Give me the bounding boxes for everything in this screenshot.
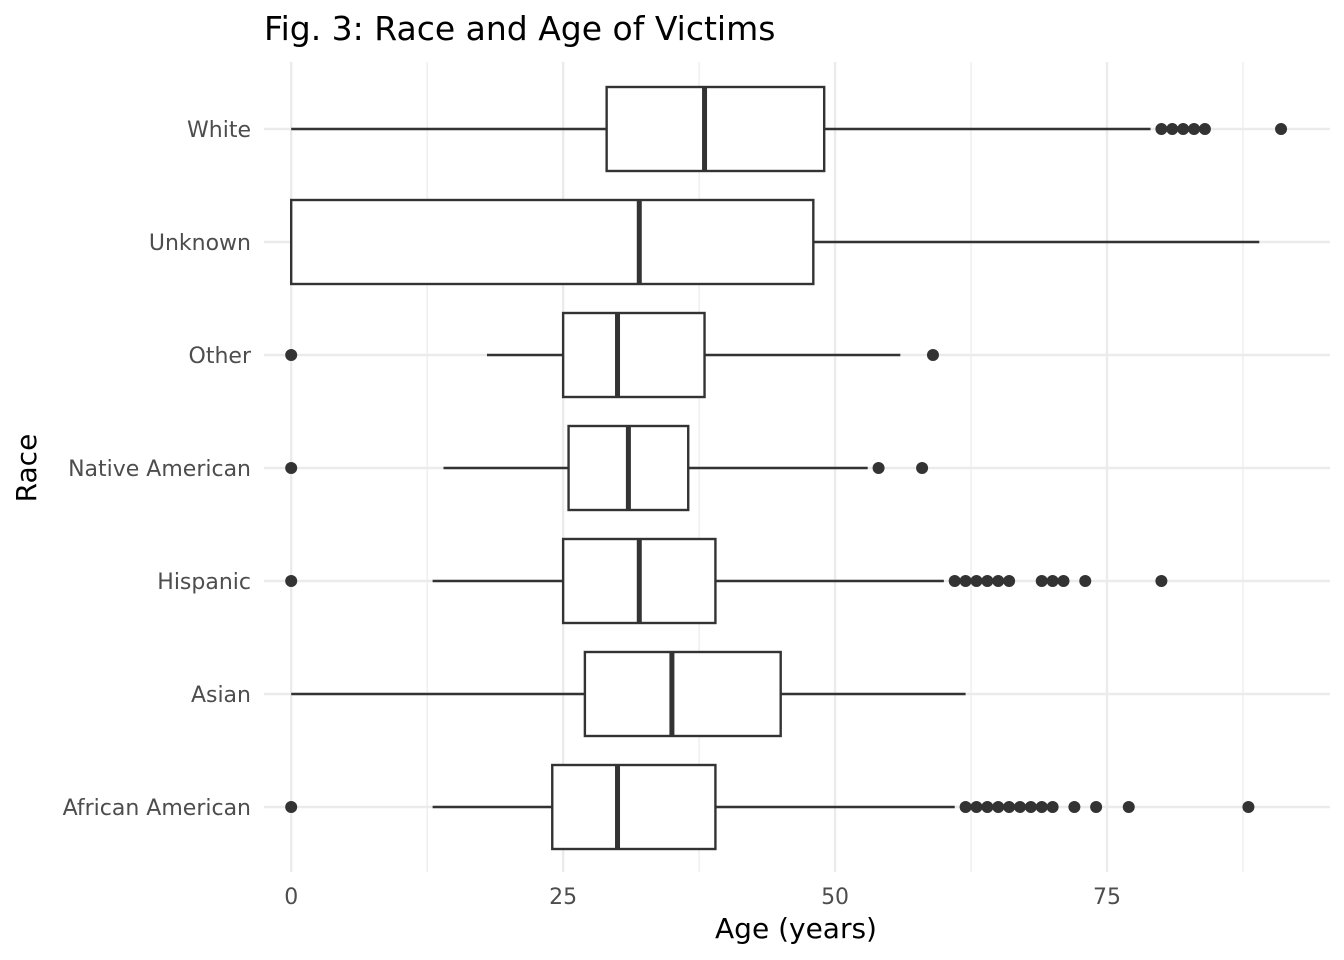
box-group [285, 311, 939, 399]
outlier-point [1003, 801, 1016, 813]
y-tick-label: White [187, 118, 251, 143]
boxes [285, 85, 1288, 851]
outlier-point [1122, 801, 1135, 813]
outlier-point [1024, 801, 1037, 813]
outlier-point [1090, 801, 1103, 813]
outlier-point [1188, 123, 1201, 135]
outlier-point [872, 462, 885, 474]
chart-title: Fig. 3: Race and Age of Victims [264, 9, 775, 48]
box-group [285, 537, 1168, 625]
outlier-point [1068, 801, 1081, 813]
outlier-point [1057, 575, 1070, 587]
x-tick-label: 50 [821, 885, 849, 910]
y-tick-label: Native American [68, 457, 251, 482]
outlier-point [1035, 801, 1048, 813]
box-iqr [551, 763, 717, 851]
outlier-point [1046, 575, 1059, 587]
x-axis-title: Age (years) [715, 912, 877, 945]
outlier-point [285, 801, 298, 813]
box-iqr [605, 85, 826, 173]
outlier-point [1035, 575, 1048, 587]
x-tick-label: 0 [284, 885, 298, 910]
outlier-point [1166, 123, 1179, 135]
y-tick-label: Unknown [149, 231, 251, 256]
x-tick-label: 25 [549, 885, 577, 910]
y-axis-title: Race [10, 434, 43, 503]
outlier-point [285, 462, 298, 474]
outlier-point [285, 349, 298, 361]
outlier-point [992, 801, 1005, 813]
outlier-point [1079, 575, 1092, 587]
y-tick-label: Asian [191, 683, 251, 708]
x-tick-label: 75 [1093, 885, 1121, 910]
y-axis-ticks: White Unknown Other Native American Hispanic… [63, 118, 252, 821]
y-tick-label: Other [189, 344, 252, 369]
outlier-point [981, 801, 994, 813]
outlier-point [1198, 123, 1211, 135]
outlier-point [1003, 575, 1016, 587]
outlier-point [970, 801, 983, 813]
outlier-point [916, 462, 929, 474]
outlier-point [285, 575, 298, 587]
outlier-point [981, 575, 994, 587]
box-group [289, 198, 1260, 286]
outlier-point [1242, 801, 1255, 813]
outlier-point [959, 575, 972, 587]
outlier-point [926, 349, 939, 361]
box-group [285, 763, 1255, 851]
outlier-point [1046, 801, 1059, 813]
outlier-point [1155, 575, 1168, 587]
outlier-point [948, 575, 961, 587]
outlier-point [1155, 123, 1168, 135]
outlier-point [1275, 123, 1288, 135]
box-group [285, 424, 929, 512]
box-group [291, 85, 1288, 173]
y-tick-label: African American [63, 796, 251, 821]
outlier-point [970, 575, 983, 587]
outlier-point [959, 801, 972, 813]
x-axis-ticks: 0 25 50 75 [284, 885, 1121, 910]
outlier-point [1177, 123, 1190, 135]
box-iqr [583, 650, 782, 738]
box-iqr [561, 311, 706, 399]
outlier-point [992, 575, 1005, 587]
box-group [291, 650, 966, 738]
outlier-point [1013, 801, 1026, 813]
box-iqr [289, 198, 815, 286]
y-tick-label: Hispanic [157, 570, 251, 595]
